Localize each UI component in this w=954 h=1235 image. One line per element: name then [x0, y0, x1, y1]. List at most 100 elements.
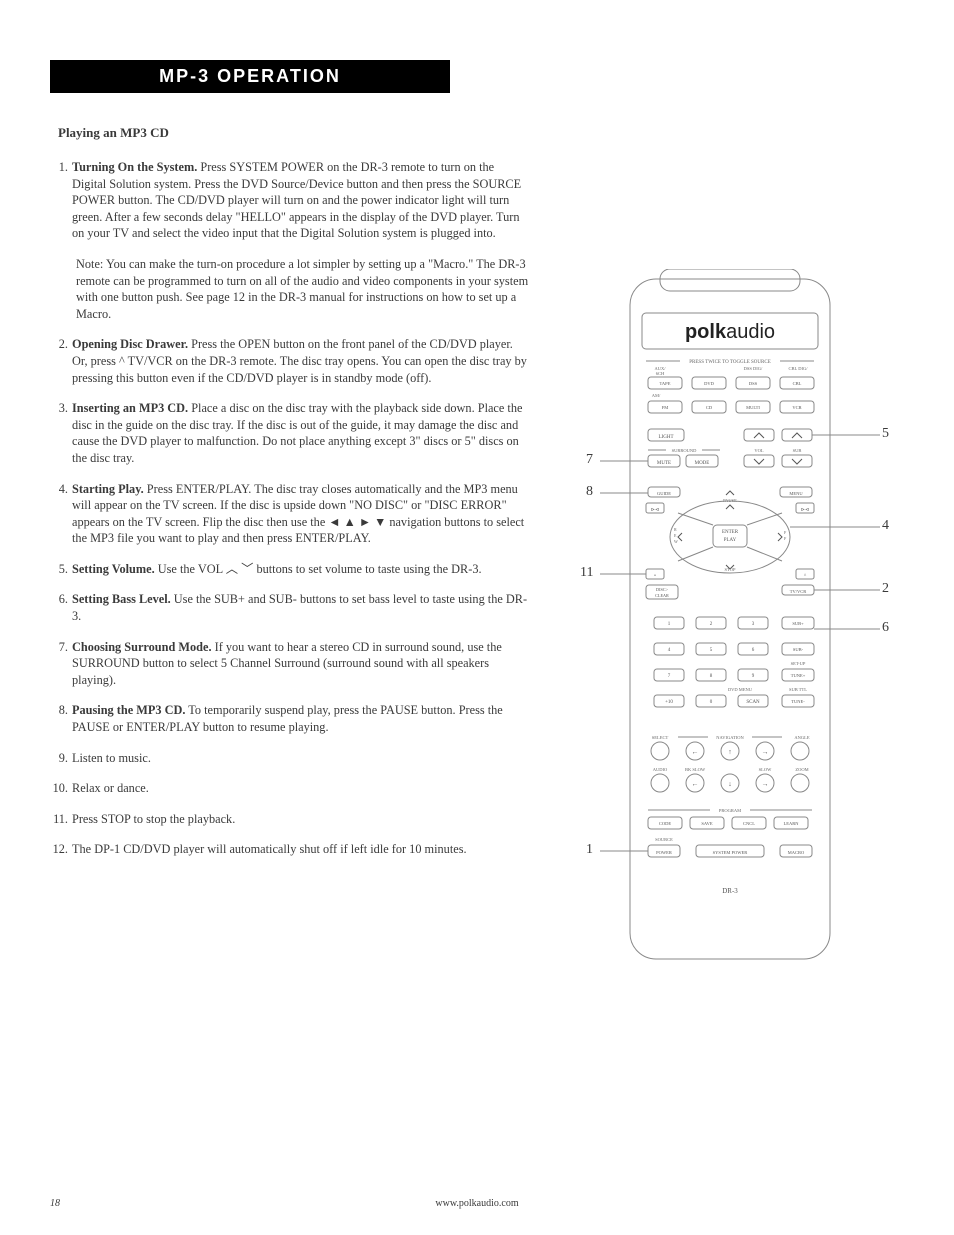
svg-text:SAVE: SAVE	[701, 821, 712, 826]
svg-text:MACRO: MACRO	[788, 850, 805, 855]
step-number: 1.	[50, 159, 72, 242]
svg-text:FM: FM	[662, 405, 669, 410]
step-text: Press STOP to stop the playback.	[72, 812, 235, 826]
step-body: Opening Disc Drawer. Press the OPEN butt…	[72, 336, 530, 386]
step-number: 3.	[50, 400, 72, 466]
step-body: Pausing the MP3 CD. To temporarily suspe…	[72, 702, 530, 735]
footer: 18 www.polkaudio.com	[50, 1198, 904, 1209]
step: 8.Pausing the MP3 CD. To temporarily sus…	[50, 702, 530, 735]
svg-text:CLEAR: CLEAR	[655, 593, 669, 598]
step-text: Relax or dance.	[72, 781, 149, 795]
svg-text:DVD MENU: DVD MENU	[728, 687, 753, 692]
step-lead: Setting Volume.	[72, 562, 155, 576]
remote-svg: polkaudio PRESS TWICE TO TOGGLE SOURCE A…	[570, 269, 890, 969]
step: 4.Starting Play. Press ENTER/PLAY. The d…	[50, 481, 530, 547]
callout-6: 6	[882, 620, 889, 636]
step-body: Setting Bass Level. Use the SUB+ and SUB…	[72, 591, 530, 624]
svg-text:SCAN: SCAN	[746, 700, 760, 705]
svg-text:CD: CD	[706, 405, 713, 410]
step-text: The DP-1 CD/DVD player will automaticall…	[72, 842, 467, 856]
callout-2: 2	[882, 581, 889, 597]
svg-text:6CH: 6CH	[656, 371, 665, 376]
svg-text:POWER: POWER	[656, 850, 672, 855]
step-body: Press STOP to stop the playback.	[72, 811, 530, 828]
svg-text:SLOW: SLOW	[759, 767, 773, 772]
callout-8: 8	[586, 484, 593, 500]
subheading: Playing an MP3 CD	[58, 125, 904, 141]
svg-text:←: ←	[692, 780, 699, 788]
svg-text:SUB-: SUB-	[793, 647, 804, 652]
step: 7.Choosing Surround Mode. If you want to…	[50, 639, 530, 689]
svg-text:W: W	[674, 539, 678, 544]
svg-text:⊳⊲: ⊳⊲	[801, 507, 809, 513]
step: 6.Setting Bass Level. Use the SUB+ and S…	[50, 591, 530, 624]
svg-text:+10: +10	[665, 700, 673, 705]
svg-text:CODE: CODE	[659, 821, 672, 826]
svg-text:MODE: MODE	[695, 461, 710, 466]
remote-diagram: polkaudio PRESS TWICE TO TOGGLE SOURCE A…	[570, 269, 890, 969]
svg-text:⊳⊲: ⊳⊲	[651, 507, 659, 513]
svg-text:VOL: VOL	[754, 448, 763, 453]
footer-url: www.polkaudio.com	[435, 1198, 518, 1209]
step-body: Setting Volume. Use the VOL ︿ ﹀ buttons …	[72, 561, 530, 578]
callout-4: 4	[882, 518, 889, 534]
svg-text:9: 9	[752, 674, 755, 679]
step-text: Listen to music.	[72, 751, 151, 765]
step-lead: Setting Bass Level.	[72, 592, 171, 606]
step-lead: Turning On the System.	[72, 160, 197, 174]
svg-text:BK SLOW: BK SLOW	[685, 767, 706, 772]
svg-text:DVD: DVD	[704, 381, 714, 386]
svg-text:PRESS TWICE TO TOGGLE SOURCE: PRESS TWICE TO TOGGLE SOURCE	[689, 360, 771, 365]
svg-text:AUDIO: AUDIO	[653, 767, 668, 772]
svg-text:LIGHT: LIGHT	[659, 435, 674, 440]
content: 1.Turning On the System. Press SYSTEM PO…	[50, 159, 904, 969]
svg-text:0: 0	[710, 700, 713, 705]
svg-text:PROGRAM: PROGRAM	[719, 808, 741, 813]
svg-text:CNCL: CNCL	[743, 821, 755, 826]
step: 1.Turning On the System. Press SYSTEM PO…	[50, 159, 530, 242]
svg-text:1: 1	[668, 622, 671, 627]
step-number: 7.	[50, 639, 72, 689]
svg-text:7: 7	[668, 674, 671, 679]
svg-text:DR-3: DR-3	[722, 887, 738, 895]
svg-text:PLAY: PLAY	[724, 538, 737, 543]
svg-text:TAPE: TAPE	[660, 381, 671, 386]
step-body: Choosing Surround Mode. If you want to h…	[72, 639, 530, 689]
step-body: Relax or dance.	[72, 780, 530, 797]
svg-text:MULTI: MULTI	[746, 405, 760, 410]
svg-text:↓: ↓	[728, 780, 732, 788]
svg-text:NAVIGATION: NAVIGATION	[716, 735, 744, 740]
step: 9.Listen to music.	[50, 750, 530, 767]
svg-text:STOP: STOP	[725, 567, 736, 572]
svg-text:^: ^	[804, 574, 807, 579]
step-number: 12.	[50, 841, 72, 858]
svg-text:↑: ↑	[728, 748, 732, 756]
svg-text:DSS: DSS	[749, 381, 758, 386]
svg-text:ZOOM: ZOOM	[795, 767, 808, 772]
svg-text:GUIDE: GUIDE	[657, 491, 671, 496]
svg-text:4: 4	[668, 648, 671, 653]
svg-text:TUNE+: TUNE+	[791, 673, 806, 678]
step-number: 8.	[50, 702, 72, 735]
section-header: MP-3 OPERATION	[50, 60, 450, 93]
svg-text:SUB: SUB	[793, 448, 802, 453]
svg-text:2: 2	[710, 622, 713, 627]
svg-text:R: R	[674, 527, 677, 532]
svg-text:→: →	[762, 780, 769, 788]
svg-text:DSS DIG/: DSS DIG/	[744, 366, 763, 371]
step-body: Inserting an MP3 CD. Place a disc on the…	[72, 400, 530, 466]
svg-text:←: ←	[692, 748, 699, 756]
callout-11: 11	[580, 565, 593, 581]
callout-1: 1	[586, 842, 593, 858]
svg-text:VCR: VCR	[792, 405, 801, 410]
step-lead: Pausing the MP3 CD.	[72, 703, 185, 717]
callout-5: 5	[882, 426, 889, 442]
svg-text:3: 3	[752, 622, 755, 627]
step-text: Use the VOL ︿ ﹀ buttons to set volume to…	[155, 562, 482, 576]
svg-text:TV/VCR: TV/VCR	[790, 589, 807, 594]
svg-text:CBL DIG/: CBL DIG/	[789, 366, 809, 371]
svg-text:LEARN: LEARN	[784, 821, 800, 826]
note: Note: You can make the turn-on procedure…	[76, 256, 530, 322]
step-number: 11.	[50, 811, 72, 828]
svg-text:→: →	[762, 748, 769, 756]
